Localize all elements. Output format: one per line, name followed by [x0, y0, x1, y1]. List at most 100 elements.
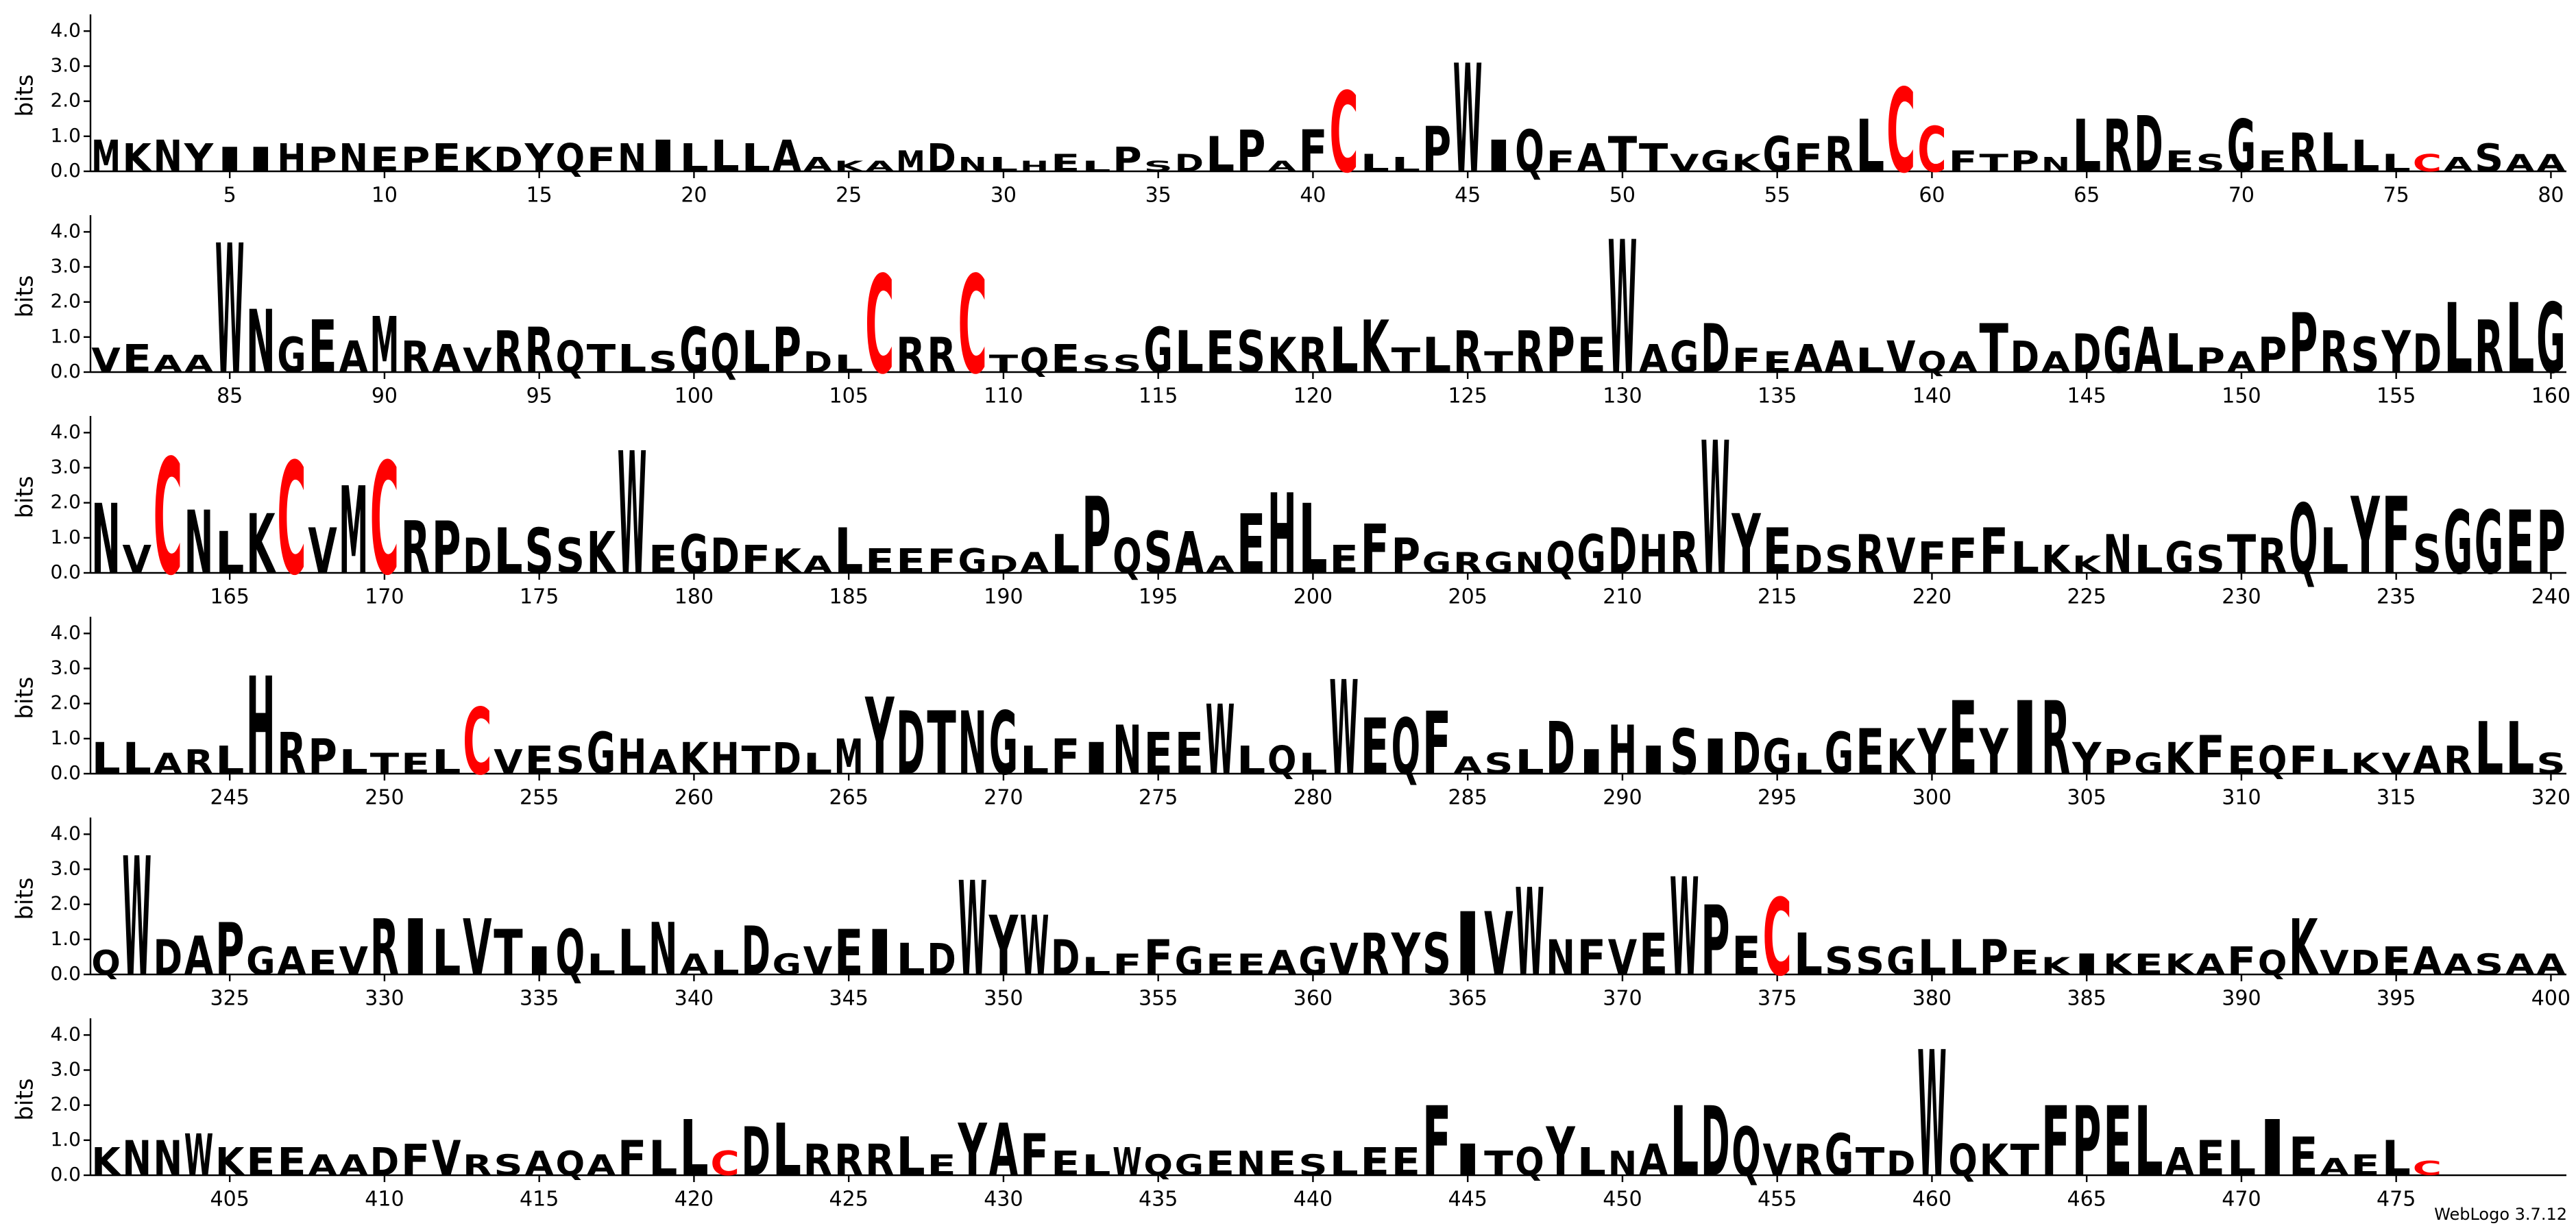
x-tick-label: 270	[984, 786, 1023, 810]
logo-letter: H	[1639, 524, 1668, 586]
logo-letter: H	[1267, 471, 1296, 600]
x-tick-label: 475	[2377, 1188, 2416, 1212]
logo-letter: V	[1484, 894, 1514, 995]
logo-letter: G	[587, 720, 616, 787]
logo-letter: K	[2165, 948, 2195, 981]
x-tick-label: 10	[372, 184, 398, 208]
logo-letter: Y	[2071, 733, 2102, 784]
y-tick-label: 0.0	[50, 360, 81, 382]
logo-letter: S	[1143, 158, 1172, 175]
x-tick-label: 25	[836, 184, 862, 208]
logo-letter: R	[1453, 546, 1482, 580]
x-tick-label: 105	[829, 384, 868, 408]
logo-letter: D	[1608, 515, 1637, 588]
logo-letter: A	[1175, 519, 1204, 587]
logo-letter: R	[1298, 328, 1327, 384]
logo-letter: E	[1361, 1140, 1389, 1185]
logo-letter: Q	[2258, 739, 2287, 783]
logo-letter: Q	[2289, 484, 2318, 596]
y-tick-label: 2.0	[50, 290, 81, 312]
logo-letter: S	[1237, 319, 1265, 386]
logo-letter: L	[710, 943, 739, 983]
logo-letter: P	[2010, 145, 2039, 178]
logo-letter: A	[339, 332, 369, 382]
logo-letter: L	[494, 515, 522, 588]
logo-letter: L	[2227, 1131, 2256, 1187]
logo-letter: A	[648, 742, 677, 782]
logo-letter: A	[1020, 546, 1049, 580]
logo-letter: K	[215, 1140, 246, 1185]
x-tick-label: 470	[2222, 1188, 2261, 1212]
logo-letter: G	[1143, 314, 1172, 387]
logo-letter: S	[1422, 921, 1451, 988]
logo-letter: A	[587, 1149, 616, 1182]
logo-letter: S	[1484, 747, 1513, 781]
logo-letter: F	[1948, 145, 1977, 178]
logo-letter: T	[1608, 127, 1638, 183]
logo-letter: L	[1392, 154, 1421, 176]
logo-letter: G	[989, 693, 1018, 794]
y-tick-label: 1.0	[50, 1128, 81, 1151]
logo-letter: C	[1762, 877, 1791, 1000]
logo-letter: F	[1422, 693, 1451, 794]
x-tick-label: 160	[2531, 384, 2571, 408]
logo-letter: G	[679, 314, 708, 387]
y-tick-label: 4.0	[50, 1022, 81, 1045]
x-tick-label: 185	[829, 585, 868, 609]
logo-letter: D	[742, 1114, 770, 1192]
y-tick-label: 0.0	[50, 962, 81, 985]
logo-letter: G	[679, 524, 708, 586]
logo-letter: E	[1577, 328, 1606, 384]
logo-letter: V	[1608, 930, 1637, 986]
logo-letter: L	[834, 350, 863, 378]
logo-letter: G	[2536, 284, 2565, 395]
logo-letter: A	[803, 551, 832, 579]
x-tick-label: 285	[1448, 786, 1487, 810]
logo-letter: W	[1670, 850, 1699, 1007]
x-tick-label: 430	[984, 1188, 1023, 1212]
logo-letter: A	[2196, 948, 2226, 981]
x-tick-label: 315	[2377, 786, 2416, 810]
logo-letter: Q	[1515, 118, 1544, 185]
logo-letter: N	[1237, 1144, 1265, 1183]
logo-letter: S	[2536, 747, 2565, 781]
logo-letter: Q	[1143, 1149, 1172, 1182]
logo-letter: E	[1237, 948, 1265, 981]
logo-letter: R	[1453, 319, 1482, 386]
logo-letter: D	[2010, 332, 2039, 382]
logo-letter: D	[927, 136, 956, 181]
logo-letter: D	[927, 934, 956, 985]
logo-letter: V	[463, 904, 491, 993]
logo-letter: L	[1948, 930, 1977, 986]
logo-letter: E	[1206, 1144, 1235, 1183]
logo-letter: G	[2103, 314, 2132, 387]
credit: WebLogo 3.7.12	[2434, 1205, 2567, 1224]
logo-letter: F	[1948, 528, 1977, 585]
logo-letter: G	[1670, 332, 1699, 382]
logo-letter: E	[1856, 715, 1884, 789]
x-tick-label: 115	[1139, 384, 1178, 408]
logo-letter: K	[2350, 747, 2381, 781]
logo-letter: M	[339, 462, 368, 602]
logo-letter: W	[1701, 403, 1729, 616]
logo-letter: E	[1329, 538, 1358, 582]
logo-letter: G	[246, 940, 275, 984]
x-tick-label: 135	[1758, 384, 1797, 408]
logo-letter: W	[1329, 653, 1358, 805]
logo-letter: L	[2010, 532, 2039, 583]
x-tick-label: 380	[1912, 987, 1952, 1011]
logo-letter: L	[618, 337, 646, 382]
logo-letter: Y	[864, 676, 895, 799]
logo-letter: V	[1886, 332, 1916, 382]
logo-letter: E	[2289, 1127, 2318, 1188]
x-tick-label: 165	[210, 585, 250, 609]
logo-letter: P	[308, 140, 337, 180]
logo-letter: I	[648, 131, 677, 182]
logo-letter: C	[463, 689, 491, 796]
logo-letter: R	[1856, 524, 1884, 586]
logo-letter: S	[1113, 350, 1141, 378]
logo-letter: E	[1267, 1144, 1296, 1183]
logo-letter: C	[154, 426, 182, 611]
x-tick-label: 195	[1139, 585, 1178, 609]
logo-letter: W	[1206, 685, 1235, 797]
